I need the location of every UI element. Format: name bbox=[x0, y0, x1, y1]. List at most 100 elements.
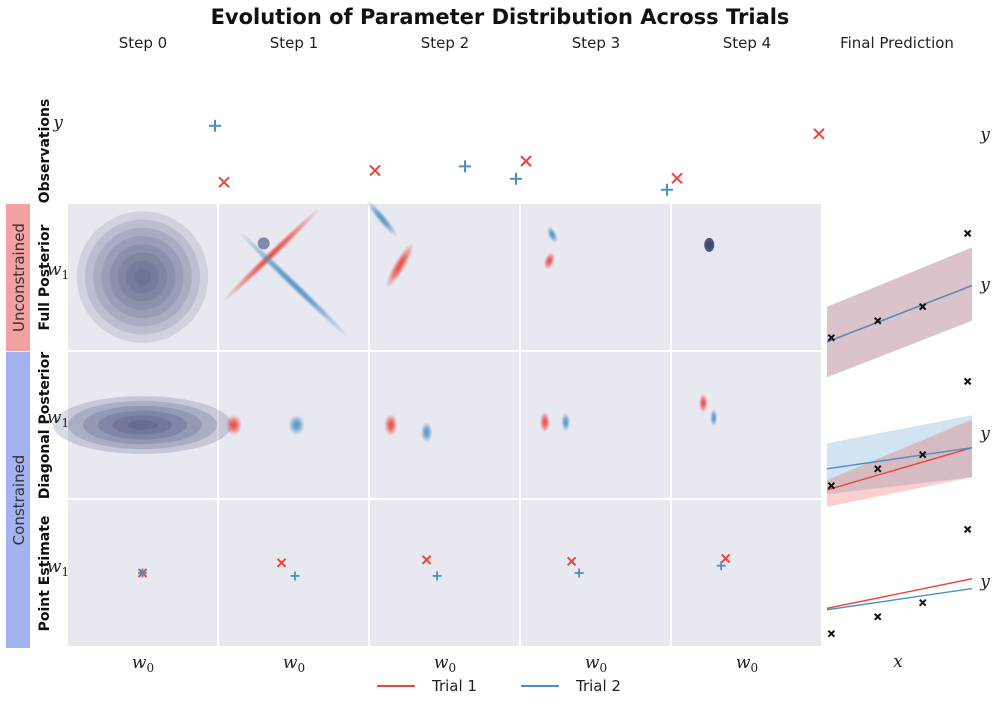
prior-contour bbox=[109, 244, 176, 310]
panel-bg bbox=[822, 500, 972, 646]
panel-bg bbox=[672, 204, 821, 350]
x-stroke bbox=[671, 172, 683, 185]
final-observation bbox=[963, 377, 972, 386]
x-stroke bbox=[813, 128, 825, 140]
trial1-observation bbox=[369, 164, 381, 177]
w0-axis-label: w0 bbox=[283, 653, 305, 675]
prior-distribution bbox=[53, 396, 232, 454]
x-axis-label: x bbox=[893, 652, 903, 672]
trial1-posterior bbox=[225, 414, 243, 436]
axis-labels: y w1 w1 w1 w0 w0 w0 w0 w0 x y y y y bbox=[47, 113, 990, 675]
x-stroke bbox=[918, 302, 927, 311]
trial2-posterior bbox=[709, 408, 718, 427]
trial1-posterior bbox=[221, 207, 321, 303]
trial2-observation bbox=[209, 119, 221, 132]
trial1-observation bbox=[813, 128, 825, 140]
trial2-posterior bbox=[546, 226, 558, 243]
final-observation bbox=[920, 159, 926, 165]
row-labels: Observations Full Posterior Diagonal Poste… bbox=[37, 99, 53, 632]
prior-contour bbox=[127, 420, 158, 430]
x-stroke bbox=[965, 119, 971, 125]
final-observation bbox=[918, 598, 927, 607]
column-titles: Step 0 Step 1 Step 2 Step 3 Step 4 Final Pred… bbox=[119, 34, 954, 52]
trial2-prediction-band bbox=[827, 415, 972, 495]
final-prediction-column bbox=[826, 119, 972, 638]
final-observation bbox=[827, 482, 836, 490]
prior-contour bbox=[97, 410, 188, 440]
trial1-point-estimate bbox=[720, 553, 731, 564]
trial2-posterior bbox=[288, 414, 305, 436]
x-stroke bbox=[875, 170, 881, 176]
panel-bg bbox=[370, 500, 519, 646]
x-stroke bbox=[827, 334, 836, 342]
x-stroke bbox=[720, 553, 731, 564]
final-observation bbox=[874, 317, 882, 325]
group-bar bbox=[6, 204, 30, 351]
final-observation bbox=[827, 630, 836, 638]
final-observation bbox=[875, 170, 881, 176]
observations-row bbox=[209, 119, 825, 196]
panel-bg bbox=[672, 500, 821, 646]
trial2-prediction-line bbox=[826, 284, 972, 343]
x-stroke bbox=[828, 180, 834, 186]
trial1-posterior bbox=[543, 252, 556, 270]
x-stroke bbox=[828, 180, 834, 186]
y-axis-label: y bbox=[979, 424, 990, 444]
x-stroke bbox=[920, 159, 926, 165]
y-axis-label: y bbox=[52, 113, 63, 133]
prior-contour bbox=[53, 396, 232, 454]
w1-axis-label: w1 bbox=[47, 260, 69, 282]
x-stroke bbox=[369, 164, 381, 177]
final-observation bbox=[827, 334, 836, 342]
x-stroke bbox=[963, 377, 972, 386]
x-stroke bbox=[827, 630, 836, 638]
panel-bg bbox=[822, 204, 972, 350]
row-label: Diagonal Posterior bbox=[37, 352, 53, 499]
trial2-posterior bbox=[561, 412, 571, 432]
trial2-point-estimate bbox=[138, 568, 147, 578]
w0-axis-label: w0 bbox=[736, 653, 758, 675]
final-observation bbox=[828, 180, 834, 186]
y-axis-label: y bbox=[979, 275, 990, 295]
prior-contour bbox=[101, 235, 184, 319]
x-stroke bbox=[963, 525, 972, 534]
column-title: Step 3 bbox=[572, 34, 620, 52]
y-axis-label: y bbox=[979, 572, 990, 592]
x-stroke bbox=[918, 450, 927, 459]
prior-contour bbox=[117, 252, 168, 302]
w0-axis-label: w0 bbox=[585, 653, 607, 675]
trial1-posterior bbox=[384, 414, 398, 436]
x-stroke bbox=[874, 613, 882, 621]
prior-contour bbox=[126, 260, 159, 294]
final-observation bbox=[918, 450, 927, 459]
x-stroke bbox=[421, 555, 432, 565]
panel-bg bbox=[219, 500, 368, 646]
panel-bg bbox=[521, 204, 670, 350]
x-stroke bbox=[874, 465, 882, 473]
trial2-prediction-line bbox=[826, 446, 972, 470]
prior-contour bbox=[134, 268, 151, 286]
row-label: Point Estimate bbox=[37, 516, 53, 632]
panels bbox=[53, 200, 972, 646]
trial1-posterior bbox=[698, 393, 708, 413]
legend-label: Trial 1 bbox=[431, 677, 477, 695]
x-stroke bbox=[920, 159, 926, 165]
group-label: Unconstrained bbox=[10, 223, 28, 332]
trial2-posterior bbox=[237, 229, 350, 339]
legend-label: Trial 2 bbox=[575, 677, 621, 695]
y-axis-label: y bbox=[979, 125, 990, 145]
trial1-point-estimate bbox=[276, 558, 287, 568]
w1-axis-label: w1 bbox=[47, 408, 69, 430]
overlap-region bbox=[704, 237, 715, 252]
trial1-prediction-band bbox=[827, 419, 972, 507]
trial1-observation bbox=[520, 155, 532, 167]
prior-contour bbox=[82, 405, 203, 445]
figure-title: Evolution of Parameter Distribution Acro… bbox=[211, 5, 790, 29]
trial2-observation bbox=[661, 183, 673, 196]
x-stroke bbox=[965, 119, 971, 125]
prior-contour bbox=[85, 219, 200, 335]
trial2-observation bbox=[459, 160, 471, 173]
group-bar bbox=[6, 352, 30, 648]
trial2-posterior bbox=[420, 422, 433, 443]
